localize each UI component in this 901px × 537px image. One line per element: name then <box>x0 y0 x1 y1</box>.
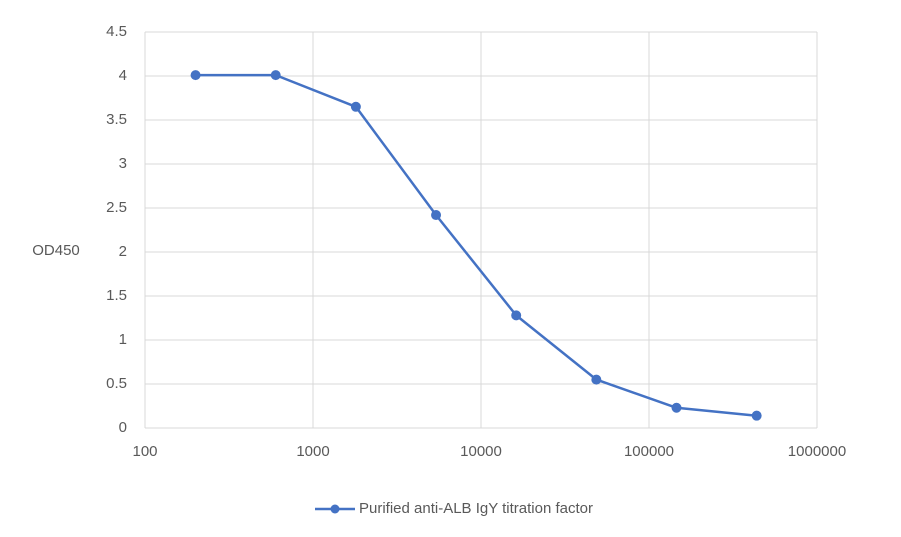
legend-label: Purified anti-ALB IgY titration factor <box>359 500 593 517</box>
y-tick-label: 0 <box>119 419 127 436</box>
x-tick-label: 1000 <box>296 443 329 460</box>
data-point <box>671 402 682 413</box>
x-tick-label: 100000 <box>624 443 674 460</box>
data-point <box>350 101 361 112</box>
y-tick-label: 1 <box>119 331 127 348</box>
y-tick-label: 3 <box>119 155 127 172</box>
x-tick-label: 100 <box>132 443 157 460</box>
y-tick-label: 4 <box>119 67 127 84</box>
y-tick-label: 0.5 <box>106 375 127 392</box>
y-tick-label: 2 <box>119 243 127 260</box>
data-point <box>591 374 602 385</box>
grid-lines <box>144 31 818 429</box>
data-point <box>431 210 442 221</box>
y-tick-label: 1.5 <box>106 287 127 304</box>
legend-point-marker <box>330 504 340 514</box>
data-point <box>511 310 522 321</box>
y-axis-tick-labels: 0 0.5 1 1.5 2 2.5 3 3.5 4 4.5 <box>106 23 127 436</box>
data-point <box>270 70 281 81</box>
series-layer <box>190 70 762 421</box>
x-axis-tick-labels: 100 1000 10000 100000 1000000 <box>132 443 846 460</box>
y-tick-label: 3.5 <box>106 111 127 128</box>
x-tick-label: 1000000 <box>788 443 846 460</box>
x-tick-label: 10000 <box>460 443 502 460</box>
data-point <box>751 410 762 421</box>
y-tick-label: 4.5 <box>106 23 127 40</box>
y-tick-label: 2.5 <box>106 199 127 216</box>
series-line <box>195 73 757 417</box>
y-axis-label: OD450 <box>32 242 80 259</box>
legend: Purified anti-ALB IgY titration factor <box>315 500 593 517</box>
data-point <box>190 70 201 81</box>
